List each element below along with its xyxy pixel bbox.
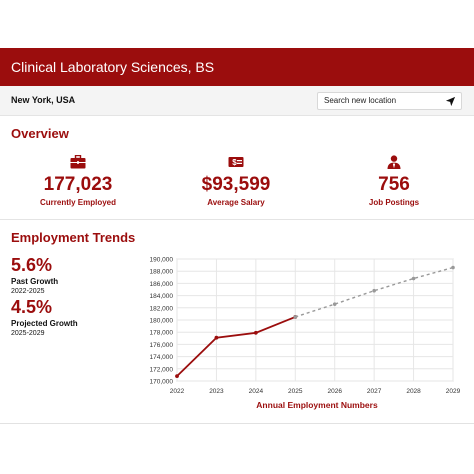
stat-label: Currently Employed: [39, 198, 116, 207]
stat-label: Job Postings: [368, 198, 420, 207]
briefcase-icon: [70, 155, 86, 169]
stat-currently-employed: 177,023 Currently Employed: [18, 155, 138, 207]
stat-value: 756: [378, 174, 410, 195]
projected-growth-range: 2025-2029: [11, 330, 45, 337]
location-search-placeholder: Search new location: [324, 96, 397, 105]
projected-growth-value: 4.5%: [11, 297, 53, 317]
program-header: Clinical Laboratory Sciences, BS: [0, 48, 474, 86]
section-divider: [0, 219, 474, 220]
stat-average-salary: $ $93,599 Average Salary: [176, 155, 296, 207]
program-title: Clinical Laboratory Sciences, BS: [11, 59, 215, 75]
location-bar: New York, USA Search new location: [0, 86, 474, 116]
past-growth-value: 5.6%: [11, 255, 53, 275]
employment-trends-title: Employment Trends: [11, 230, 136, 245]
stat-label: Average Salary: [207, 198, 265, 207]
career-card: [0, 48, 474, 424]
stat-job-postings: 756 Job Postings: [334, 155, 454, 207]
salary-icon: $: [228, 157, 244, 167]
current-location: New York, USA: [11, 95, 76, 105]
overview-title: Overview: [11, 126, 69, 141]
stat-value: 177,023: [43, 174, 113, 195]
past-growth-range: 2022-2025: [11, 288, 45, 295]
location-search-input[interactable]: Search new location: [317, 92, 462, 110]
past-growth-label: Past Growth: [11, 277, 59, 286]
person-icon: [387, 155, 401, 169]
stat-value: $93,599: [201, 174, 271, 195]
svg-text:$: $: [232, 158, 237, 167]
projected-growth-label: Projected Growth: [11, 319, 78, 328]
location-arrow-icon[interactable]: [445, 96, 456, 107]
